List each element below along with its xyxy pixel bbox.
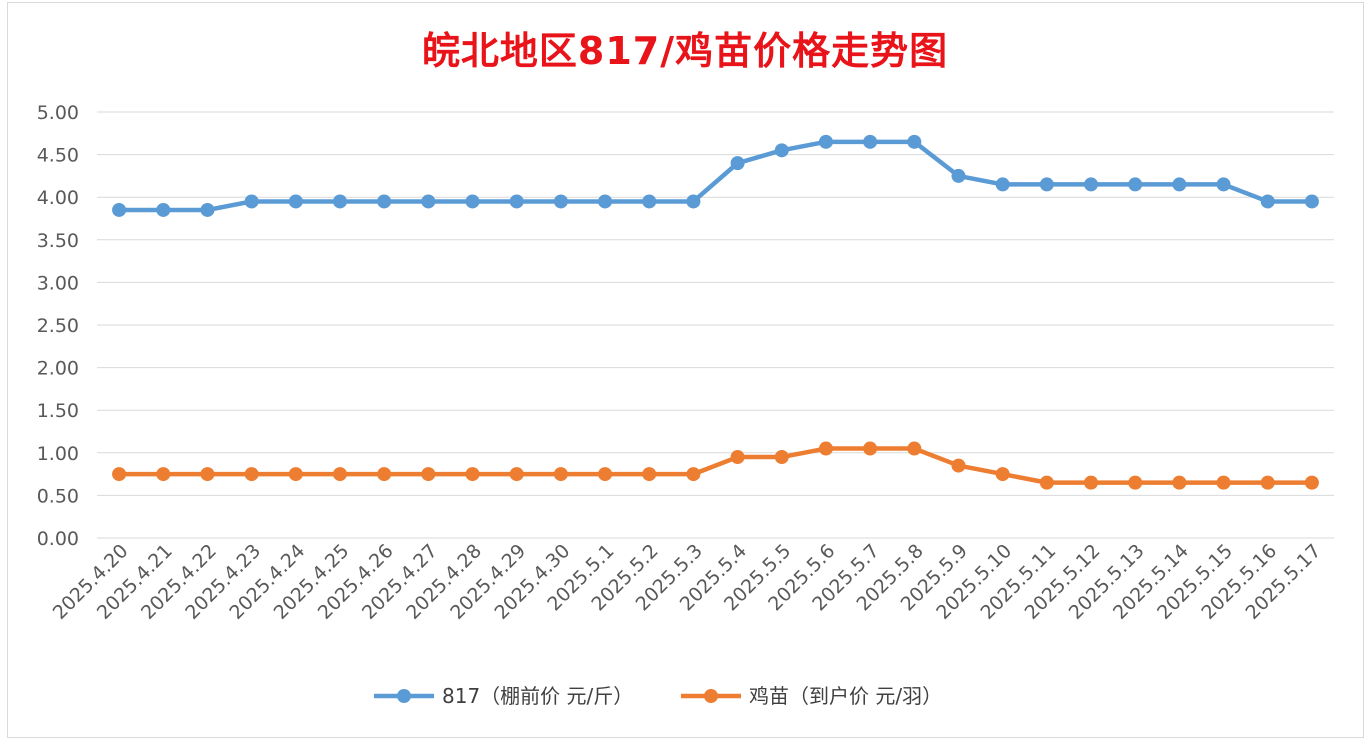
data-point [112, 467, 127, 482]
data-point [995, 467, 1010, 482]
y-tick-label: 3.50 [37, 230, 79, 252]
data-point [818, 134, 833, 149]
data-point [156, 202, 171, 217]
data-point [1260, 475, 1275, 490]
data-point [1128, 475, 1143, 490]
data-point [774, 450, 789, 465]
data-point [509, 194, 524, 209]
y-tick-label: 3.00 [37, 272, 79, 294]
data-point [907, 134, 922, 149]
data-point [465, 194, 480, 209]
data-point [288, 194, 303, 209]
legend-marker-2 [704, 689, 718, 703]
data-point [288, 467, 303, 482]
data-point [863, 134, 878, 149]
data-point [642, 467, 657, 482]
data-point [553, 467, 568, 482]
y-tick-label: 2.00 [37, 358, 79, 380]
data-point [730, 450, 745, 465]
data-point [553, 194, 568, 209]
data-point [1039, 475, 1054, 490]
data-point [730, 156, 745, 171]
data-point [1260, 194, 1275, 209]
data-point [1084, 177, 1099, 192]
data-point [995, 177, 1010, 192]
data-point [951, 458, 966, 473]
data-point [112, 202, 127, 217]
legend-label-1: 817（棚前价 元/斤） [442, 684, 633, 708]
data-point [598, 467, 613, 482]
y-tick-label: 0.00 [37, 528, 79, 550]
data-point [465, 467, 480, 482]
y-tick-label: 1.00 [37, 443, 79, 465]
y-tick-label: 4.00 [37, 187, 79, 209]
data-point [244, 194, 259, 209]
data-point [332, 467, 347, 482]
y-tick-label: 4.50 [37, 145, 79, 167]
series-line-2 [119, 446, 1312, 485]
data-point [509, 467, 524, 482]
chart-title: 皖北地区817/鸡苗价格走势图 [421, 29, 949, 73]
data-point [200, 202, 215, 217]
data-point [421, 194, 436, 209]
data-point [200, 467, 215, 482]
data-point [951, 168, 966, 183]
y-tick-label: 1.50 [37, 400, 79, 422]
data-point [1039, 177, 1054, 192]
data-point [642, 194, 657, 209]
data-point [377, 194, 392, 209]
data-point [598, 194, 613, 209]
y-tick-label: 2.50 [37, 315, 79, 337]
data-point [1172, 475, 1187, 490]
data-point [1128, 177, 1143, 192]
y-tick-label: 0.50 [37, 485, 79, 507]
data-point [1084, 475, 1099, 490]
data-point [1304, 194, 1319, 209]
legend-label-2: 鸡苗（到户价 元/羽） [749, 684, 942, 708]
chart-frame [7, 2, 1364, 738]
data-point [156, 467, 171, 482]
data-point [863, 441, 878, 456]
data-point [1216, 475, 1231, 490]
data-point [332, 194, 347, 209]
data-point [907, 441, 922, 456]
data-point [1216, 177, 1231, 192]
data-point [686, 467, 701, 482]
data-point [377, 467, 392, 482]
data-point [244, 467, 259, 482]
data-point [421, 467, 436, 482]
data-point [686, 194, 701, 209]
y-tick-label: 5.00 [37, 102, 79, 124]
legend-marker-1 [397, 689, 411, 703]
series-line-1 [119, 139, 1312, 213]
data-point [1172, 177, 1187, 192]
data-point [1304, 475, 1319, 490]
data-point [774, 143, 789, 158]
data-point [818, 441, 833, 456]
